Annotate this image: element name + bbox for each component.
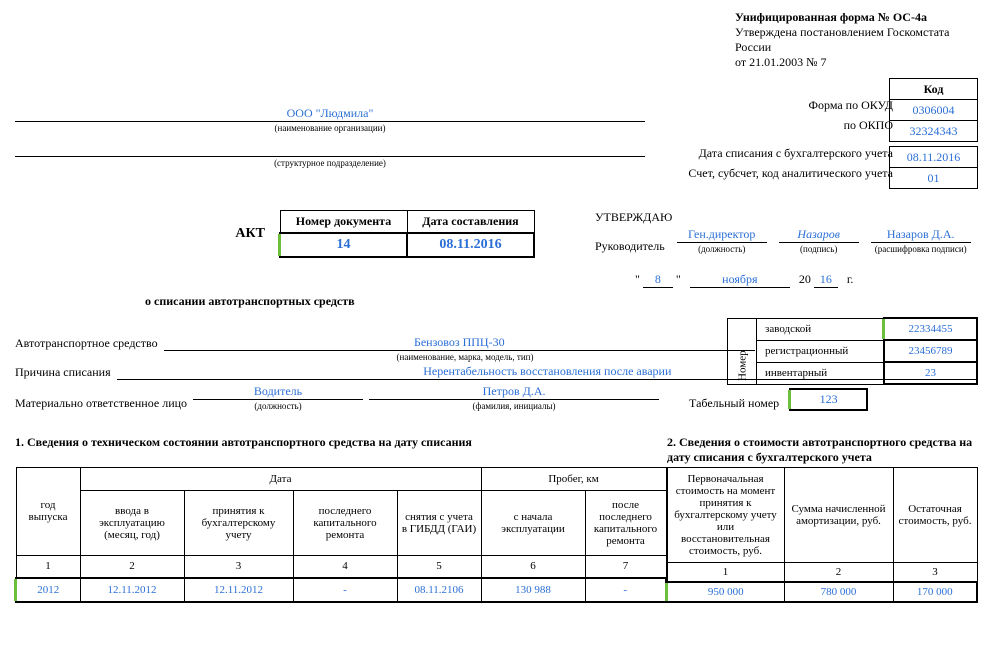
year-prefix: 20 bbox=[799, 272, 811, 286]
tab-num-label: Табельный номер bbox=[689, 396, 779, 411]
okud-label: Форма по ОКУД bbox=[809, 98, 893, 113]
h-cost1: Первоначальная стоимость на момент приня… bbox=[667, 468, 784, 563]
doc-num-header: Номер документа bbox=[280, 211, 407, 234]
h-year: год выпуска bbox=[16, 468, 80, 556]
year-suffix: г. bbox=[847, 272, 854, 286]
h-date-1: ввода в эксплуатацию (месяц, год) bbox=[80, 490, 184, 555]
approve-month: ноября bbox=[690, 272, 790, 288]
approve-name: Назаров Д.А. bbox=[871, 227, 971, 243]
h-probeg: Пробег, км bbox=[481, 468, 666, 491]
vehicle-label: Автотранспортное средство bbox=[15, 336, 158, 351]
subdivision-name bbox=[15, 142, 645, 157]
nomer-row-0-value: 22334455 bbox=[884, 318, 977, 340]
section2-title: 2. Сведения о стоимости автотранспортног… bbox=[667, 435, 978, 465]
num-b-3: 3 bbox=[893, 563, 977, 583]
section1-title: 1. Сведения о техническом состоянии авто… bbox=[15, 435, 667, 465]
row-c2: 12.11.2012 bbox=[80, 578, 184, 602]
num-a-1: 1 bbox=[16, 555, 80, 578]
account-code-label: Счет, субсчет, код аналитического учета bbox=[688, 166, 893, 181]
approve-word: УТВЕРЖДАЮ bbox=[595, 210, 978, 225]
num-b-1: 1 bbox=[667, 563, 784, 583]
document-number-table: Номер документа Дата составления 14 08.1… bbox=[279, 210, 535, 258]
form-name: Унифицированная форма № ОС-4а bbox=[735, 10, 978, 25]
row-b3: 170 000 bbox=[893, 582, 977, 602]
organization-sublabel: (наименование организации) bbox=[15, 123, 645, 133]
approve-sign-sub: (подпись) bbox=[779, 244, 859, 254]
code-header: Код bbox=[890, 79, 978, 100]
resp-position: Водитель bbox=[193, 384, 363, 400]
h-probeg-2: после последнего капитального ремонта bbox=[585, 490, 666, 555]
approve-position: Ген.директор bbox=[677, 227, 767, 243]
row-c6: 130 988 bbox=[481, 578, 585, 602]
vehicle-sub: (наименование, марка, модель, тип) bbox=[15, 352, 755, 362]
row-c1: 2012 bbox=[16, 578, 80, 602]
approve-position-sub: (должность) bbox=[677, 244, 767, 254]
row-c5: 08.11.2106 bbox=[397, 578, 481, 602]
num-a-6: 6 bbox=[481, 555, 585, 578]
subdivision-sublabel: (структурное подразделение) bbox=[15, 158, 645, 168]
resp-label: Материально ответственное лицо bbox=[15, 396, 187, 411]
h-date-4: снятия с учета в ГИБДД (ГАИ) bbox=[397, 490, 481, 555]
okpo-label: по ОКПО bbox=[844, 118, 893, 133]
num-a-5: 5 bbox=[397, 555, 481, 578]
h-date-2: принятия к бухгалтерскому учету bbox=[184, 490, 293, 555]
num-a-7: 7 bbox=[585, 555, 666, 578]
vehicle-value: Бензовоз ППЦ-30 bbox=[164, 335, 755, 351]
okud-value: 0306004 bbox=[890, 100, 978, 121]
nomer-row-1-label: регистрационный bbox=[757, 340, 885, 362]
row-c7: - bbox=[585, 578, 666, 602]
form-date: от 21.01.2003 № 7 bbox=[735, 55, 978, 70]
nomer-row-1-value: 23456789 bbox=[884, 340, 977, 362]
section1-table: год выпуска Дата Пробег, км ввода в эксп… bbox=[15, 467, 667, 603]
code-table: Код 0306004 32324343 08.11.2016 01 bbox=[889, 78, 978, 189]
writeoff-date-value: 08.11.2016 bbox=[890, 147, 978, 168]
writeoff-date-label: Дата списания с бухгалтерского учета bbox=[699, 146, 893, 161]
form-header: Унифицированная форма № ОС-4а Утверждена… bbox=[735, 10, 978, 70]
account-code-value: 01 bbox=[890, 168, 978, 189]
nomer-row-0-label: заводской bbox=[757, 318, 885, 340]
akt-title: АКТ bbox=[235, 226, 265, 241]
row-b2: 780 000 bbox=[784, 582, 893, 602]
approve-role-label: Руководитель bbox=[595, 239, 665, 254]
approve-name-sub: (расшифровка подписи) bbox=[871, 244, 971, 254]
h-date-3: последнего капитального ремонта bbox=[293, 490, 397, 555]
okpo-value: 32324343 bbox=[890, 121, 978, 142]
h-cost3: Остаточная стоимость, руб. bbox=[893, 468, 977, 563]
h-cost2: Сумма начисленной амортизации, руб. bbox=[784, 468, 893, 563]
approve-sign: Назаров bbox=[779, 227, 859, 243]
num-a-2: 2 bbox=[80, 555, 184, 578]
row-b1: 950 000 bbox=[667, 582, 784, 602]
resp-name-sub: (фамилия, инициалы) bbox=[369, 401, 659, 411]
doc-date-header: Дата составления bbox=[407, 211, 534, 234]
doc-date-value: 08.11.2016 bbox=[407, 233, 534, 257]
row-c4: - bbox=[293, 578, 397, 602]
num-a-3: 3 bbox=[184, 555, 293, 578]
resp-position-sub: (должность) bbox=[193, 401, 363, 411]
resp-name: Петров Д.А. bbox=[369, 384, 659, 400]
organization-name: ООО "Людмила" bbox=[15, 106, 645, 122]
num-a-4: 4 bbox=[293, 555, 397, 578]
subtitle: о списании автотранспортных средств bbox=[145, 294, 978, 309]
reason-label: Причина списания bbox=[15, 365, 111, 380]
h-probeg-1: с начала эксплуатации bbox=[481, 490, 585, 555]
doc-num-value: 14 bbox=[280, 233, 407, 257]
section2-table: Первоначальная стоимость на момент приня… bbox=[666, 467, 978, 603]
tab-num-value: 123 bbox=[789, 388, 868, 411]
h-date: Дата bbox=[80, 468, 481, 491]
num-b-2: 2 bbox=[784, 563, 893, 583]
approve-day: 8 bbox=[643, 272, 673, 288]
form-approved-by: Утверждена постановлением Госкомстата Ро… bbox=[735, 25, 978, 55]
reason-value: Нерентабельность восстановления после ав… bbox=[117, 364, 978, 380]
approve-year: 16 bbox=[814, 272, 838, 288]
row-c3: 12.11.2012 bbox=[184, 578, 293, 602]
nomer-label: Номер bbox=[728, 318, 757, 384]
